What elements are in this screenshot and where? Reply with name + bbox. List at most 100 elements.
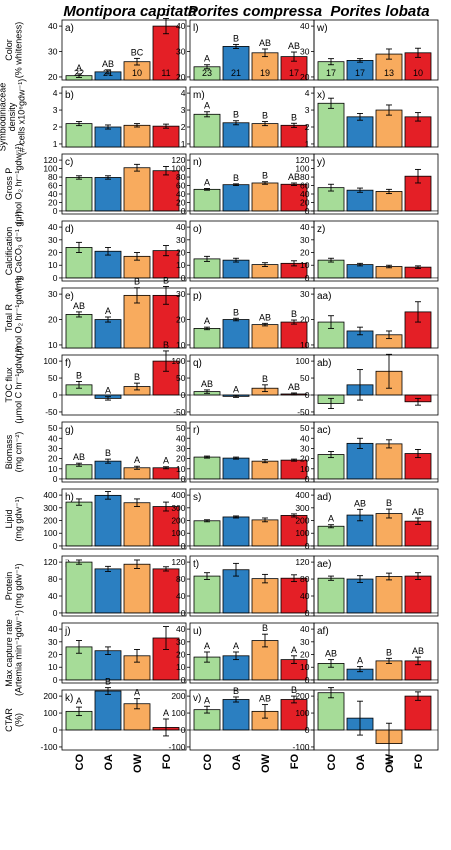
bar-co (317, 577, 345, 614)
y-tick-label: 200 (295, 691, 309, 701)
y-tick-label: 20 (176, 315, 186, 325)
y-tick-label: 100 (171, 164, 185, 174)
significance-letter: B (163, 340, 169, 350)
panel-b: 1 2 3 4 b) (53, 86, 187, 149)
panel-tag: x) (317, 90, 325, 101)
y-axis-label-line: (μmol O₂ hr⁻¹gdw⁻¹) (13, 277, 23, 358)
y-tick-label: 0 (305, 390, 310, 400)
y-tick-label: 100 (43, 164, 57, 174)
bar-fo (280, 577, 308, 614)
bar-fo (404, 116, 432, 148)
y-tick-label: -50 (297, 407, 310, 417)
significance-letter: B (233, 686, 239, 696)
y-tick-label: 0 (181, 541, 186, 551)
bar-co (317, 259, 345, 279)
y-tick-label: 10 (176, 464, 186, 474)
bar-ow (375, 191, 403, 212)
x-tick-label-fo: FO (289, 754, 301, 770)
panel-m: 1 2 3 4 m)A B B B (181, 86, 315, 149)
bar-ow (251, 519, 279, 547)
panel-tag: a) (65, 23, 74, 34)
bar-fo (404, 695, 432, 731)
significance-letter: AB (73, 301, 85, 311)
y-tick-label: 40 (176, 624, 186, 634)
y-tick-label: 30 (48, 235, 58, 245)
bar-fo (152, 506, 180, 547)
y-tick-label: 40 (176, 21, 186, 31)
sample-count: 19 (260, 68, 270, 78)
y-tick-label: 40 (300, 624, 310, 634)
significance-letter: AB (288, 172, 300, 182)
bar-ow (123, 124, 151, 148)
bar-oa (94, 177, 122, 212)
y-tick-label: -50 (173, 407, 186, 417)
sample-count: 17 (289, 68, 299, 78)
bar-co (193, 456, 221, 480)
y-tick-label: 80 (48, 172, 58, 182)
bar-fo (404, 575, 432, 614)
y-tick-label: 200 (171, 691, 185, 701)
bar-co (193, 520, 221, 547)
y-tick-label: 80 (300, 574, 310, 584)
y-axis-label-line: (mg gdw⁻¹) (13, 563, 23, 608)
panel-frame (61, 555, 187, 617)
panel-tag: m) (193, 90, 205, 101)
bar-fo (152, 25, 180, 81)
bar-oa (94, 690, 122, 731)
bar-ow (375, 576, 403, 614)
panel-i: 04080120i) (43, 555, 187, 618)
y-tick-label: 1 (53, 139, 58, 149)
y-tick-label: 20 (48, 315, 58, 325)
y-tick-label: 10 (300, 340, 310, 350)
panel-aa: 10 20 30 aa) (300, 287, 439, 350)
significance-letter: B (262, 171, 268, 181)
y-tick-label: 40 (300, 591, 310, 601)
bar-oa (94, 650, 122, 681)
y-axis-label-line: Max capture rate (4, 619, 14, 687)
y-tick-label: 100 (43, 356, 57, 366)
panel-tag: b) (65, 90, 74, 101)
y-tick-label: 20 (176, 248, 186, 258)
y-tick-label: 0 (181, 474, 186, 484)
y-tick-label: 400 (171, 490, 185, 500)
significance-letter: B (262, 623, 268, 633)
y-axis-label-line: TOC flux (4, 367, 14, 403)
y-tick-label: 30 (48, 443, 58, 453)
panel-tag: y) (317, 157, 325, 168)
y-tick-label: 0 (53, 725, 58, 735)
bar-oa (346, 189, 374, 212)
bar-fo (280, 699, 308, 731)
significance-letter: B (291, 112, 297, 122)
x-tick-label-ow: OW (384, 753, 396, 773)
y-tick-label: 100 (171, 356, 185, 366)
y-tick-label: 10 (300, 464, 310, 474)
bar-co (193, 575, 221, 614)
panel-tag: af) (317, 626, 329, 637)
y-tick-label: 60 (300, 181, 310, 191)
bar-co (317, 692, 345, 731)
y-axis-label-line: (%) (13, 713, 23, 727)
bar-co (65, 177, 93, 212)
panel-tag: p) (193, 291, 202, 302)
panel-ab: -50 0 50 100 ab) (295, 353, 439, 417)
significance-letter: A (134, 688, 140, 698)
significance-letter: AB (288, 41, 300, 51)
y-tick-label: 30 (176, 289, 186, 299)
y-tick-label: 40 (176, 591, 186, 601)
y-axis-label-line: (mg gdw⁻¹) (13, 496, 23, 541)
bar-co (193, 188, 221, 212)
bar-oa (222, 319, 250, 349)
bar-co (317, 102, 345, 148)
y-tick-label: 30 (48, 47, 58, 57)
significance-letter: B (386, 647, 392, 657)
y-tick-label: 100 (43, 528, 57, 538)
significance-letter: B (233, 173, 239, 183)
significance-letter: A (233, 641, 239, 651)
panel-tag: e) (65, 291, 74, 302)
significance-letter: B (386, 498, 392, 508)
panel-tag: h) (65, 492, 74, 503)
